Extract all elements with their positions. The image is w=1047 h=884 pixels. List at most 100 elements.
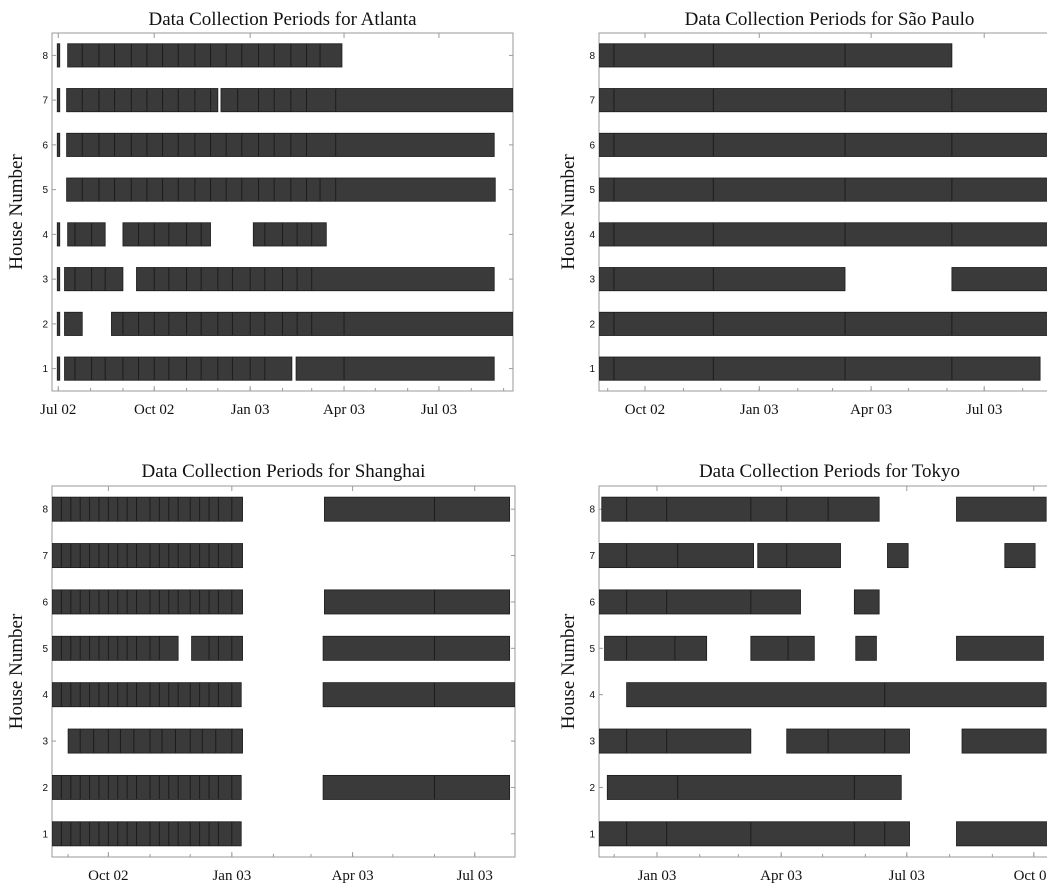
collection-period-bar	[599, 88, 1047, 113]
y-tick-label: 4	[42, 690, 48, 701]
collection-period-bar	[56, 222, 61, 247]
collection-period-bar	[64, 356, 293, 381]
y-axis-label-sao-paulo: House Number	[558, 154, 579, 270]
y-tick-label: 2	[42, 783, 48, 794]
collection-period-bar	[67, 43, 343, 68]
y-tick-label: 5	[589, 185, 595, 196]
chart-title-atlanta: Data Collection Periods for Atlanta	[148, 9, 417, 30]
y-tick-label: 4	[589, 230, 595, 241]
x-tick-label: Oct 02	[134, 402, 174, 418]
y-tick-label: 6	[42, 597, 48, 608]
collection-period-bar	[599, 821, 910, 847]
collection-period-bar	[1004, 543, 1036, 569]
collection-period-bar	[599, 222, 1047, 247]
chart-panel-tokyo: Data Collection Periods for Tokyo House N…	[558, 461, 1047, 884]
collection-period-bar	[67, 728, 243, 754]
x-tick-label: Oct 02	[88, 868, 128, 884]
x-tick-label: Jan 03	[231, 402, 270, 418]
y-tick-label: 8	[42, 51, 48, 62]
x-tick-label: Jul 03	[457, 868, 493, 884]
collection-period-bar	[956, 496, 1047, 522]
y-axis-label-atlanta: House Number	[6, 154, 27, 270]
y-tick-label: 1	[589, 364, 595, 375]
x-tick-label: Jul 03	[966, 402, 1002, 418]
collection-period-bar	[599, 543, 754, 569]
y-tick-label: 7	[42, 551, 48, 562]
y-tick-label: 3	[589, 737, 595, 748]
collection-period-bar	[191, 635, 243, 661]
x-tick-label: Apr 03	[850, 402, 892, 418]
y-tick-label: 5	[42, 644, 48, 655]
collection-period-bar	[252, 222, 327, 247]
x-tick-label: Jan 03	[638, 868, 677, 884]
collection-period-bar	[67, 222, 106, 247]
collection-period-bar	[295, 356, 495, 381]
bars-atlanta	[56, 43, 513, 381]
chart-panel-atlanta: Data Collection Periods for Atlanta House…	[6, 9, 514, 418]
collection-period-bar	[599, 311, 1047, 336]
collection-period-bar	[599, 267, 846, 292]
y-tick-label: 6	[42, 140, 48, 151]
collection-period-bar	[122, 222, 211, 247]
collection-period-bar	[56, 356, 61, 381]
collection-period-bar	[52, 635, 179, 661]
collection-period-bar	[887, 543, 909, 569]
x-tick-label: Jan 03	[740, 402, 779, 418]
collection-period-bar	[56, 267, 61, 292]
y-tick-label: 1	[42, 364, 48, 375]
y-tick-label: 4	[42, 230, 48, 241]
y-tick-label: 8	[589, 505, 595, 516]
collection-period-bar	[220, 88, 513, 113]
bars-tokyo	[599, 496, 1047, 847]
collection-period-bar	[606, 774, 902, 800]
collection-period-bar	[601, 496, 880, 522]
collection-period-bar	[599, 132, 1047, 157]
chart-title-shanghai: Data Collection Periods for Shanghai	[142, 461, 426, 482]
chart-title-tokyo: Data Collection Periods for Tokyo	[699, 461, 960, 482]
plot-frame-atlanta	[51, 32, 514, 392]
collection-period-bar	[324, 496, 511, 522]
y-tick-label: 3	[42, 275, 48, 286]
y-tick-label: 3	[42, 737, 48, 748]
collection-period-bar	[52, 543, 243, 569]
chart-panel-shanghai: Data Collection Periods for Shanghai Hous…	[6, 461, 516, 884]
collection-period-bar	[956, 635, 1044, 661]
y-tick-label: 2	[42, 319, 48, 330]
plot-frame-shanghai	[51, 485, 516, 858]
plot-frame-sao-paulo	[598, 32, 1047, 392]
collection-period-bar	[64, 311, 83, 336]
collection-period-bar	[961, 728, 1047, 754]
y-tick-label: 1	[589, 829, 595, 840]
collection-period-bar	[111, 311, 513, 336]
y-tick-label: 7	[42, 96, 48, 107]
y-tick-label: 6	[589, 597, 595, 608]
collection-period-bar	[56, 132, 61, 157]
y-tick-label: 8	[42, 505, 48, 516]
collection-period-bar	[52, 774, 242, 800]
y-tick-label: 6	[589, 140, 595, 151]
x-tick-label: Jul 02	[40, 402, 76, 418]
y-axis-label-shanghai: House Number	[6, 613, 27, 729]
x-tick-label: Jan 03	[212, 868, 251, 884]
x-tick-label: Oct 03	[1014, 868, 1047, 884]
collection-period-bar	[52, 496, 243, 522]
y-tick-label: 2	[589, 319, 595, 330]
collection-period-bar	[322, 774, 511, 800]
collection-period-bar	[324, 589, 511, 615]
collection-period-bar	[136, 267, 495, 292]
collection-period-bar	[52, 821, 242, 847]
collection-period-bar	[853, 589, 880, 615]
bars-sao-paulo	[599, 43, 1047, 381]
collection-period-bar	[599, 589, 801, 615]
y-axis-label-tokyo: House Number	[558, 613, 579, 729]
collection-period-bar	[626, 682, 1047, 708]
plot-frame-tokyo	[598, 485, 1047, 858]
chart-title-sao-paulo: Data Collection Periods for São Paulo	[685, 9, 975, 30]
collection-period-bar	[52, 682, 242, 708]
y-tick-label: 1	[42, 829, 48, 840]
y-tick-label: 7	[589, 551, 595, 562]
collection-period-bar	[56, 311, 61, 336]
collection-period-bar	[66, 177, 496, 202]
collection-period-bar	[599, 356, 1041, 381]
